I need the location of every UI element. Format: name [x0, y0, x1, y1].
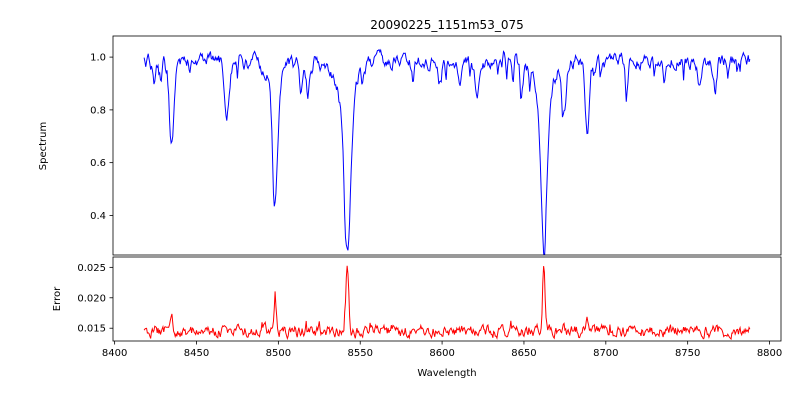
- x-tick-label: 8800: [757, 348, 782, 359]
- x-tick-label: 8750: [675, 348, 700, 359]
- spectrum-y-axis-label: Spectrum: [38, 122, 49, 170]
- x-tick-label: 8700: [593, 348, 618, 359]
- plot-frames: [112, 35, 782, 342]
- x-tick-label: 8400: [102, 348, 127, 359]
- y-tick-label: 0.020: [77, 293, 106, 304]
- error-y-axis-label: Error: [52, 286, 63, 311]
- x-axis-label: Wavelength: [417, 368, 476, 379]
- y-tick-label: 1.0: [90, 53, 106, 64]
- panel-frame-spectrum: [112, 35, 782, 256]
- y-tick-label: 0.6: [90, 158, 106, 169]
- x-tick-label: 8450: [184, 348, 209, 359]
- y-tick-label: 0.4: [90, 211, 106, 222]
- y-tick-label: 0.8: [90, 105, 106, 116]
- spectrum-line: [143, 48, 751, 255]
- panel-frame-error: [112, 256, 782, 342]
- x-tick-label: 8600: [429, 348, 454, 359]
- axes-layer: 8400 8450 8500 8550 8600 8650 8700 8750 8800 0.4 0…: [77, 53, 782, 359]
- chart-title: 20090225_1151m53_075: [370, 18, 523, 32]
- y-tick-label: 0.015: [77, 324, 106, 335]
- error-line: [143, 265, 751, 341]
- x-tick-label: 8500: [266, 348, 291, 359]
- y-tick-label: 0.025: [77, 263, 106, 274]
- x-tick-label: 8650: [511, 348, 536, 359]
- x-tick-label: 8550: [347, 348, 372, 359]
